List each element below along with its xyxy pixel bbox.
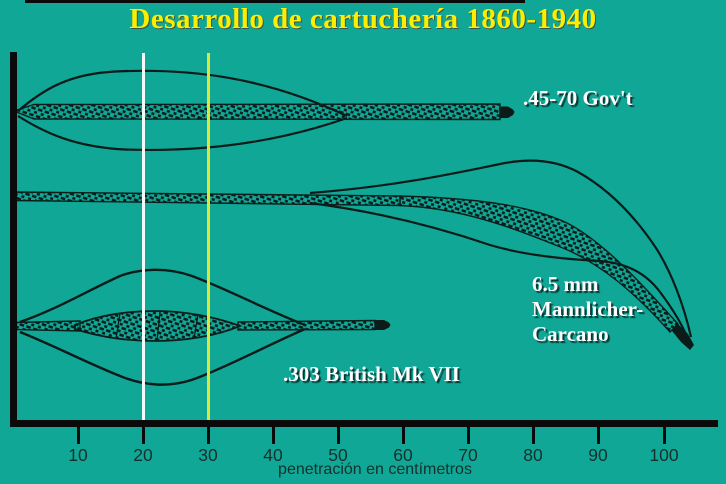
x-axis-tick-labels: 10 20 30 40 50 60 70 80 90 100 xyxy=(68,445,679,465)
tick-mark xyxy=(142,427,145,444)
x-axis-ticks xyxy=(77,427,666,444)
tick-label-10: 10 xyxy=(68,445,88,465)
bullet-track-band-exit xyxy=(237,319,376,331)
wound-track-303-british xyxy=(12,268,391,386)
tick-mark xyxy=(597,427,600,444)
tick-label-60: 60 xyxy=(393,445,413,465)
tick-label-40: 40 xyxy=(263,445,283,465)
bullet-icon xyxy=(500,106,515,118)
cavity-segment-lines xyxy=(115,311,199,342)
tick-label-50: 50 xyxy=(328,445,348,465)
temporary-cavity-outline-top xyxy=(309,159,693,338)
x-axis-line xyxy=(10,420,718,427)
temporary-cavity-outline-top xyxy=(19,268,306,327)
reference-line-20cm-white xyxy=(142,53,145,421)
wound-track-45-70 xyxy=(11,69,515,152)
label-303-british: .303 British Mk VII xyxy=(283,362,460,386)
tick-mark xyxy=(402,427,405,444)
tick-label-20: 20 xyxy=(133,445,153,465)
tick-mark xyxy=(337,427,340,444)
label-45-70-govt: .45-70 Gov't xyxy=(523,86,633,110)
bullet-track-band-entry xyxy=(12,320,81,332)
tick-mark xyxy=(272,427,275,444)
bullet-icon xyxy=(672,323,694,350)
tick-label-70: 70 xyxy=(458,445,478,465)
tick-mark xyxy=(207,427,210,444)
bullet-track-band xyxy=(11,103,501,121)
temporary-cavity-outline-top xyxy=(17,69,348,117)
bullet-icon xyxy=(375,320,391,330)
temporary-cavity-outline-bottom xyxy=(309,201,690,340)
tick-mark xyxy=(467,427,470,444)
tick-mark xyxy=(532,427,535,444)
reference-line-30cm-yellow xyxy=(207,53,210,421)
y-axis-line xyxy=(10,52,17,427)
x-axis-title: penetración en centímetros xyxy=(278,461,472,478)
chart-title: Desarrollo de cartuchería 1860-1940 xyxy=(129,3,597,35)
top-border-strip xyxy=(25,0,525,3)
temporary-cavity-outline-bottom xyxy=(17,115,348,152)
tick-mark xyxy=(77,427,80,444)
label-line-2: Mannlicher- xyxy=(532,297,644,321)
tick-label-30: 30 xyxy=(198,445,218,465)
label-mannlicher-carcano: 6.5 mm Mannlicher- Carcano xyxy=(532,272,643,347)
tick-label-80: 80 xyxy=(523,445,543,465)
wound-track-mannlicher-carcano xyxy=(12,159,694,350)
bullet-track-band-straight xyxy=(12,191,401,207)
tick-mark xyxy=(663,427,666,444)
label-line-1: 6.5 mm xyxy=(532,272,599,296)
tick-label-100: 100 xyxy=(649,445,678,465)
tick-label-90: 90 xyxy=(588,445,608,465)
temporary-cavity-outline-bottom xyxy=(19,327,306,386)
label-line-3: Carcano xyxy=(532,322,609,346)
